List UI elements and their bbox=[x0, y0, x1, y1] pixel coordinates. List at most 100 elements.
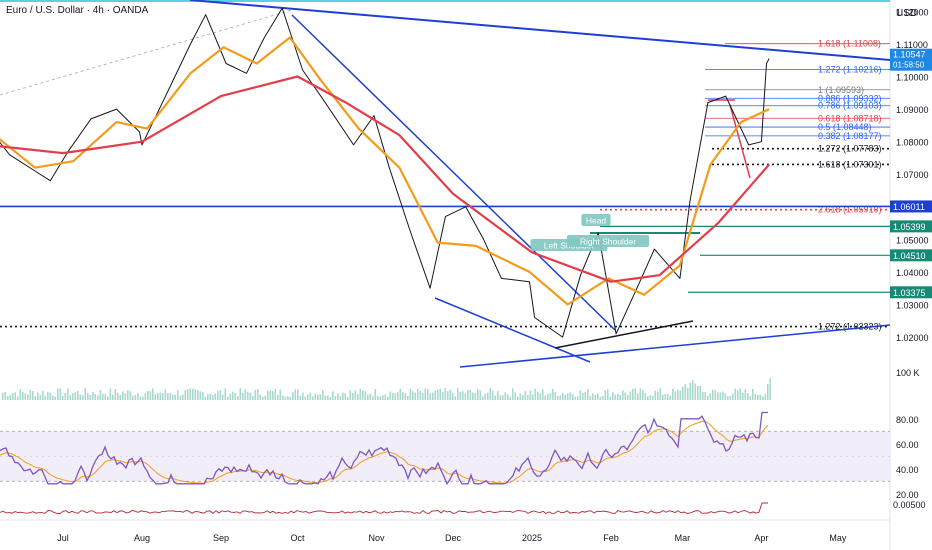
volume-bar bbox=[34, 396, 37, 400]
volume-bar bbox=[17, 396, 19, 400]
volume-bar bbox=[242, 392, 244, 400]
rsi-line bbox=[0, 411, 768, 486]
volume-bar bbox=[77, 390, 79, 400]
volume-bar bbox=[534, 388, 537, 400]
volume-bar bbox=[39, 394, 42, 400]
volume-bar bbox=[62, 395, 64, 400]
volume-bar bbox=[119, 394, 122, 400]
volume-bar bbox=[24, 393, 27, 400]
volume-bar bbox=[694, 383, 697, 400]
volume-bar bbox=[172, 394, 174, 400]
volume-bar bbox=[502, 395, 504, 400]
volume-bar bbox=[487, 392, 489, 400]
volume-bar bbox=[12, 393, 14, 400]
volume-bar bbox=[289, 396, 292, 400]
price-tick-label: 1.03000 bbox=[896, 300, 929, 310]
countdown: 01:58:50 bbox=[893, 61, 925, 70]
current-price: 1.10547 bbox=[893, 50, 926, 60]
volume-bar bbox=[337, 393, 339, 400]
volume-bar bbox=[717, 392, 719, 400]
volume-bar bbox=[569, 392, 572, 400]
volume-bar bbox=[584, 392, 587, 400]
volume-bar bbox=[664, 393, 667, 400]
volume-bar bbox=[49, 392, 52, 400]
fib-level-label: 1.618 (1.11008) bbox=[818, 39, 881, 49]
volume-bar bbox=[179, 395, 182, 400]
volume-bar bbox=[312, 396, 314, 400]
volume-bar bbox=[379, 396, 382, 400]
volume-bar bbox=[527, 394, 529, 400]
volume-bar bbox=[274, 389, 277, 400]
volume-bar bbox=[332, 391, 334, 400]
time-tick-label: Apr bbox=[754, 533, 768, 543]
volume-bar bbox=[347, 396, 349, 400]
volume-bar bbox=[479, 390, 482, 400]
volume-bar bbox=[354, 390, 357, 400]
volume-bar bbox=[544, 395, 547, 400]
volume-bar bbox=[624, 392, 627, 400]
volume-bar bbox=[309, 392, 312, 400]
volume-bar bbox=[497, 390, 499, 400]
volume-bar bbox=[579, 390, 582, 400]
volume-bar bbox=[117, 392, 119, 400]
volume-bar bbox=[467, 390, 469, 400]
volume-bar bbox=[44, 395, 47, 400]
volume-bar bbox=[244, 389, 247, 400]
volume-bar bbox=[654, 390, 657, 400]
volume-bar bbox=[84, 388, 87, 400]
volume-bar bbox=[229, 393, 232, 400]
volume-bar bbox=[397, 392, 399, 400]
volume-bar bbox=[59, 388, 62, 400]
volume-bar bbox=[382, 395, 384, 400]
volume-bar bbox=[89, 394, 92, 400]
volume-bar bbox=[192, 388, 194, 400]
volume-bar bbox=[482, 396, 484, 400]
volume-bar bbox=[662, 394, 664, 400]
volume-bar bbox=[104, 393, 107, 400]
volume-bar bbox=[162, 393, 164, 400]
volume-bar bbox=[7, 395, 9, 400]
time-tick-label: Mar bbox=[675, 533, 691, 543]
volume-bar bbox=[737, 390, 739, 400]
volume-bar bbox=[167, 392, 169, 400]
volume-bar bbox=[602, 395, 604, 400]
volume-bar bbox=[499, 395, 502, 400]
volume-bar bbox=[414, 392, 417, 400]
volume-bar bbox=[674, 391, 677, 400]
volume-bar bbox=[472, 392, 474, 400]
volume-bar bbox=[159, 392, 162, 400]
volume-bar bbox=[417, 388, 419, 400]
fib-level-label: 1.272 (1.02323) bbox=[818, 322, 882, 332]
pattern-label: Right Shoulder bbox=[580, 237, 636, 247]
falling-wedge-lower bbox=[434, 297, 591, 363]
volume-bar bbox=[364, 391, 367, 400]
volume-bar bbox=[349, 390, 352, 400]
current-price-tag bbox=[890, 48, 932, 71]
volume-bar bbox=[109, 388, 112, 400]
volume-bar bbox=[634, 388, 637, 400]
pattern-label: Head bbox=[586, 216, 607, 226]
time-tick-label: Dec bbox=[445, 533, 462, 543]
volume-bar bbox=[317, 394, 319, 400]
volume-bar bbox=[504, 392, 507, 400]
volume-bar bbox=[399, 388, 402, 400]
volume-bar bbox=[724, 393, 727, 400]
volume-bar bbox=[132, 395, 134, 400]
volume-bar bbox=[324, 395, 327, 400]
volume-bar bbox=[404, 393, 407, 400]
volume-bar bbox=[234, 393, 237, 400]
volume-bar bbox=[469, 389, 472, 400]
volume-bar bbox=[194, 389, 197, 400]
rsi-tick-label: 80.00 bbox=[896, 415, 919, 425]
volume-bar bbox=[647, 396, 649, 400]
volume-bar bbox=[607, 389, 609, 400]
volume-bar bbox=[612, 392, 614, 400]
volume-bar bbox=[314, 393, 317, 400]
price-tag-box bbox=[890, 220, 932, 233]
volume-bar bbox=[262, 396, 264, 400]
volume-bar bbox=[122, 391, 124, 400]
volume-bar bbox=[509, 396, 512, 400]
volume-bar bbox=[177, 390, 179, 400]
